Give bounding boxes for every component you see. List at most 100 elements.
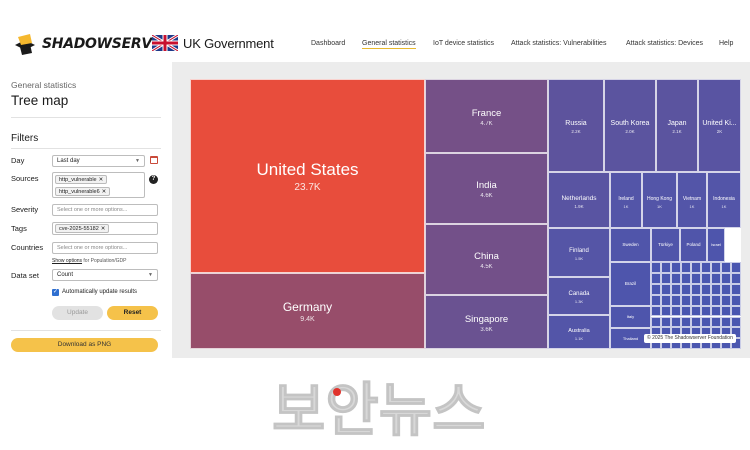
- sources-multiselect[interactable]: http_vulnerable ✕ http_vulnerable6 ✕: [52, 172, 145, 198]
- treemap-small-tile[interactable]: [661, 283, 671, 295]
- treemap-small-tile[interactable]: [681, 305, 691, 317]
- treemap-small-tile[interactable]: [661, 294, 671, 306]
- source-chip[interactable]: http_vulnerable6 ✕: [55, 187, 111, 196]
- treemap-small-tile[interactable]: [681, 272, 691, 284]
- treemap-cell-poland[interactable]: Poland: [680, 228, 707, 262]
- treemap-cell-france[interactable]: France 4.7K: [425, 79, 548, 153]
- treemap-small-tile[interactable]: [711, 272, 721, 284]
- treemap-cell-italy[interactable]: Italy: [610, 306, 651, 328]
- remove-chip-icon[interactable]: ✕: [98, 177, 104, 183]
- treemap-small-tile[interactable]: [671, 294, 681, 306]
- treemap-small-tile[interactable]: [701, 262, 711, 273]
- countries-input[interactable]: Select one or more options...: [52, 242, 158, 254]
- treemap-cell-israel[interactable]: Israel: [707, 228, 725, 262]
- treemap-small-tile[interactable]: [671, 283, 681, 295]
- treemap-cell-germany[interactable]: Germany 9.4K: [190, 273, 425, 349]
- treemap-cell-sweden[interactable]: Sweden: [610, 228, 651, 262]
- treemap-cell-russia[interactable]: Russia 2.2K: [548, 79, 604, 172]
- treemap-small-tile[interactable]: [721, 283, 731, 295]
- treemap-cell-singapore[interactable]: Singapore 3.6K: [425, 295, 548, 349]
- treemap-small-tile[interactable]: [691, 272, 701, 284]
- treemap-small-tile[interactable]: [691, 305, 701, 317]
- shadowserver-logo[interactable]: SHADOWSERVER: [12, 30, 172, 58]
- calendar-icon[interactable]: [150, 156, 158, 164]
- treemap-small-tile[interactable]: [711, 305, 721, 317]
- help-icon[interactable]: ?: [149, 175, 158, 184]
- treemap-small-tile[interactable]: [681, 316, 691, 328]
- treemap-small-tile[interactable]: [691, 283, 701, 295]
- treemap-small-tile[interactable]: [721, 262, 731, 273]
- treemap-small-tile[interactable]: [721, 272, 731, 284]
- nav-dashboard[interactable]: Dashboard: [311, 40, 346, 47]
- treemap-small-tile[interactable]: [731, 327, 741, 339]
- nav-general-statistics[interactable]: General statistics: [362, 40, 416, 49]
- nav-attack-vulnerabilities[interactable]: Attack statistics: Vulnerabilities: [511, 40, 607, 47]
- treemap-small-tile[interactable]: [661, 262, 671, 273]
- treemap-cell-south-korea[interactable]: South Korea 2.0K: [604, 79, 656, 172]
- treemap-cell-india[interactable]: India 4.6K: [425, 153, 548, 224]
- treemap-small-tile[interactable]: [711, 294, 721, 306]
- treemap-small-tile[interactable]: [651, 283, 661, 295]
- source-chip[interactable]: http_vulnerable ✕: [55, 175, 108, 184]
- treemap-cell-vietnam[interactable]: Vietnam 1K: [677, 172, 707, 228]
- remove-chip-icon[interactable]: ✕: [101, 189, 107, 195]
- treemap-small-tile[interactable]: [711, 262, 721, 273]
- treemap-small-tile[interactable]: [651, 305, 661, 317]
- treemap-small-tile[interactable]: [691, 294, 701, 306]
- treemap-cell-hong-kong[interactable]: Hong Kong 1K: [642, 172, 677, 228]
- nav-help[interactable]: Help: [719, 40, 734, 47]
- auto-update-checkbox[interactable]: ✓: [52, 289, 59, 296]
- treemap-small-tile[interactable]: [711, 316, 721, 328]
- treemap-cell-japan[interactable]: Japan 2.1K: [656, 79, 698, 172]
- treemap-cell-china[interactable]: China 4.5K: [425, 224, 548, 295]
- treemap-small-tile[interactable]: [681, 283, 691, 295]
- show-options-link[interactable]: Show options: [52, 258, 83, 264]
- treemap-small-tile[interactable]: [671, 316, 681, 328]
- treemap-small-tile[interactable]: [671, 305, 681, 317]
- update-button[interactable]: Update: [52, 306, 103, 320]
- treemap-small-tile[interactable]: [651, 272, 661, 284]
- treemap-small-tile[interactable]: [701, 272, 711, 284]
- treemap-small-tile[interactable]: [731, 338, 741, 350]
- uk-government-logo[interactable]: UK Government: [152, 35, 274, 51]
- nav-iot-device-statistics[interactable]: IoT device statistics: [433, 40, 494, 47]
- tag-chip[interactable]: cve-2025-55182 ✕: [55, 224, 110, 233]
- treemap-cell-australia[interactable]: Australia 1.1K: [548, 315, 610, 349]
- treemap-small-tile[interactable]: [701, 283, 711, 295]
- treemap-small-tile[interactable]: [731, 272, 741, 284]
- treemap-small-tile[interactable]: [661, 272, 671, 284]
- treemap-cell-finland[interactable]: Finland 1.5K: [548, 228, 610, 277]
- treemap-cell-united-ki[interactable]: United Ki... 2K: [698, 79, 741, 172]
- treemap-small-tile[interactable]: [731, 316, 741, 328]
- treemap-small-tile[interactable]: [731, 262, 741, 273]
- treemap-small-tile[interactable]: [651, 262, 661, 273]
- treemap-small-tile[interactable]: [731, 294, 741, 306]
- treemap-small-tile[interactable]: [731, 283, 741, 295]
- treemap-small-tile[interactable]: [691, 262, 701, 273]
- nav-attack-devices[interactable]: Attack statistics: Devices: [626, 40, 704, 47]
- treemap-small-tile[interactable]: [681, 294, 691, 306]
- treemap-cell-brazil[interactable]: Brazil: [610, 262, 651, 306]
- treemap-small-tile[interactable]: [711, 283, 721, 295]
- treemap-small-tile[interactable]: [661, 316, 671, 328]
- treemap-small-tile[interactable]: [701, 305, 711, 317]
- treemap-cell-united-states[interactable]: United States 23.7K: [190, 79, 425, 273]
- treemap-small-tile[interactable]: [701, 294, 711, 306]
- treemap-small-tile[interactable]: [731, 305, 741, 317]
- treemap-small-tile[interactable]: [721, 305, 731, 317]
- severity-input[interactable]: Select one or more options...: [52, 204, 158, 216]
- treemap-small-tile[interactable]: [701, 316, 711, 328]
- day-select[interactable]: Last day ▼: [52, 155, 145, 167]
- treemap-small-tile[interactable]: [661, 305, 671, 317]
- treemap-small-tile[interactable]: [721, 294, 731, 306]
- remove-chip-icon[interactable]: ✕: [100, 226, 106, 232]
- download-png-button[interactable]: Download as PNG: [11, 338, 158, 352]
- dataset-select[interactable]: Count ▼: [52, 269, 158, 281]
- treemap-small-tile[interactable]: [681, 262, 691, 273]
- treemap-small-tile[interactable]: [651, 294, 661, 306]
- treemap-cell-canada[interactable]: Canada 1.3K: [548, 277, 610, 315]
- treemap-small-tile[interactable]: [671, 272, 681, 284]
- treemap-cell-t-rkiye[interactable]: Türkiye: [651, 228, 680, 262]
- reset-button[interactable]: Reset: [107, 306, 158, 320]
- tags-multiselect[interactable]: cve-2025-55182 ✕: [52, 222, 158, 235]
